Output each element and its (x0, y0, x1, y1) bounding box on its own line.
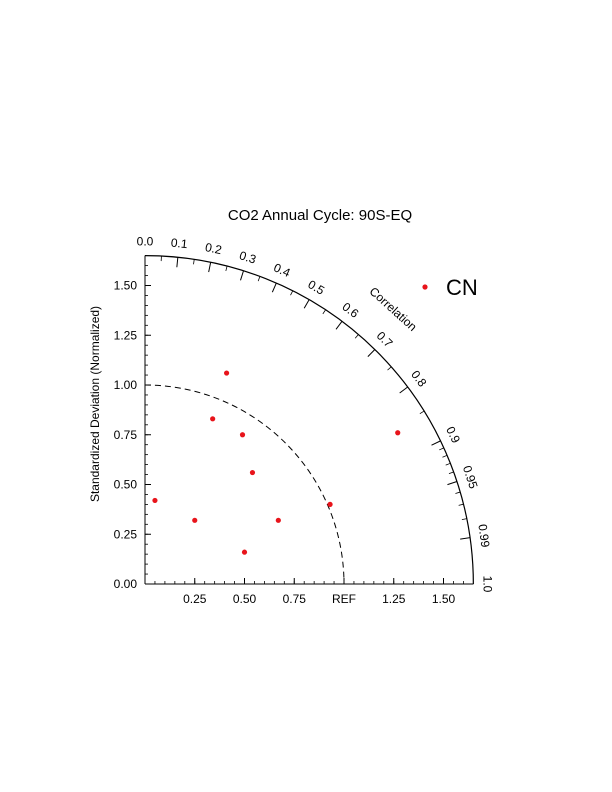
data-point (210, 416, 216, 422)
y-tick-label: 1.25 (114, 328, 138, 342)
x-tick-label: 1.25 (382, 592, 406, 606)
correlation-minor-tick (354, 334, 359, 339)
y-tick-label: 0.00 (114, 577, 138, 591)
correlation-tick-label: 1.0 (480, 576, 494, 593)
data-point (241, 549, 248, 555)
x-tick-label: 1.50 (432, 592, 456, 606)
data-point (327, 501, 333, 507)
correlation-minor-tick (225, 265, 228, 272)
outer-arc (144, 255, 474, 585)
correlation-tick (176, 257, 179, 268)
y-tick-label: 1.00 (114, 378, 138, 392)
x-tick-label: REF (332, 592, 356, 606)
x-tick-label: 0.25 (183, 592, 207, 606)
correlation-tick-label: 0.7 (374, 329, 396, 351)
data-point (192, 517, 198, 523)
y-tick-label: 0.25 (114, 527, 138, 541)
correlation-tick (208, 262, 212, 273)
correlation-tick (447, 480, 458, 486)
correlation-tick (460, 537, 471, 540)
correlation-minor-tick (322, 309, 326, 315)
chart-title: CO2 Annual Cycle: 90S-EQ (228, 207, 412, 224)
correlation-tick-label: 0.95 (460, 464, 481, 491)
data-point (239, 432, 246, 438)
y-tick-label: 1.50 (114, 279, 138, 293)
axes (144, 255, 474, 585)
correlation-minor-tick (445, 462, 451, 466)
data-point (223, 370, 230, 376)
data-point (249, 469, 256, 476)
correlation-tick-label: 0.8 (408, 368, 429, 390)
axis-ticks: 0.00 0.25 0.50 0.75 1.00 1.25 1.50 0.25 0.50 0.75… (114, 235, 495, 606)
correlation-minor-tick (461, 518, 467, 521)
data-point (395, 430, 401, 436)
correlation-minor-tick (387, 366, 392, 371)
legend-label-cn: CN (446, 275, 478, 300)
data-point (275, 517, 281, 523)
legend-marker-cn (422, 284, 428, 290)
correlation-tick (303, 299, 310, 309)
legend: CN (422, 275, 478, 300)
correlation-tick-label: 0.0 (137, 235, 154, 249)
correlation-tick-label: 0.6 (340, 300, 362, 321)
correlation-minor-tick (439, 447, 444, 451)
correlation-tick-label: 0.1 (170, 236, 188, 252)
y-tick-label: 0.50 (114, 478, 138, 492)
y-tick-label: 0.75 (114, 428, 138, 442)
correlation-tick (240, 270, 244, 281)
correlation-tick-label: 0.9 (443, 424, 463, 445)
correlation-tick (335, 321, 343, 330)
correlation-tick-label: 0.99 (475, 523, 492, 548)
correlation-tick (399, 386, 408, 394)
x-tick-label: 0.75 (283, 592, 307, 606)
correlation-tick (367, 349, 376, 358)
data-points (152, 370, 401, 555)
correlation-minor-tick (448, 471, 454, 475)
correlation-minor-tick (419, 410, 425, 415)
correlation-tick (271, 282, 277, 293)
correlation-minor-tick (257, 276, 261, 282)
correlation-minor-tick (458, 503, 464, 506)
correlation-tick-label: 0.4 (271, 260, 292, 280)
correlation-label: Correlation (367, 284, 420, 334)
x-tick-label: 0.50 (233, 592, 257, 606)
correlation-tick-label: 0.2 (204, 240, 223, 257)
correlation-tick-label: 0.5 (305, 277, 327, 298)
data-point (152, 497, 158, 504)
correlation-tick (431, 440, 441, 446)
reference-arc (144, 384, 345, 585)
correlation-minor-tick (442, 454, 448, 458)
correlation-minor-tick (290, 290, 294, 296)
correlation-minor-tick (193, 259, 195, 265)
correlation-tick-label: 0.3 (238, 248, 258, 266)
correlation-minor-tick (455, 491, 461, 494)
y-axis-label: Standardized Deviation (Normalized) (88, 306, 102, 502)
